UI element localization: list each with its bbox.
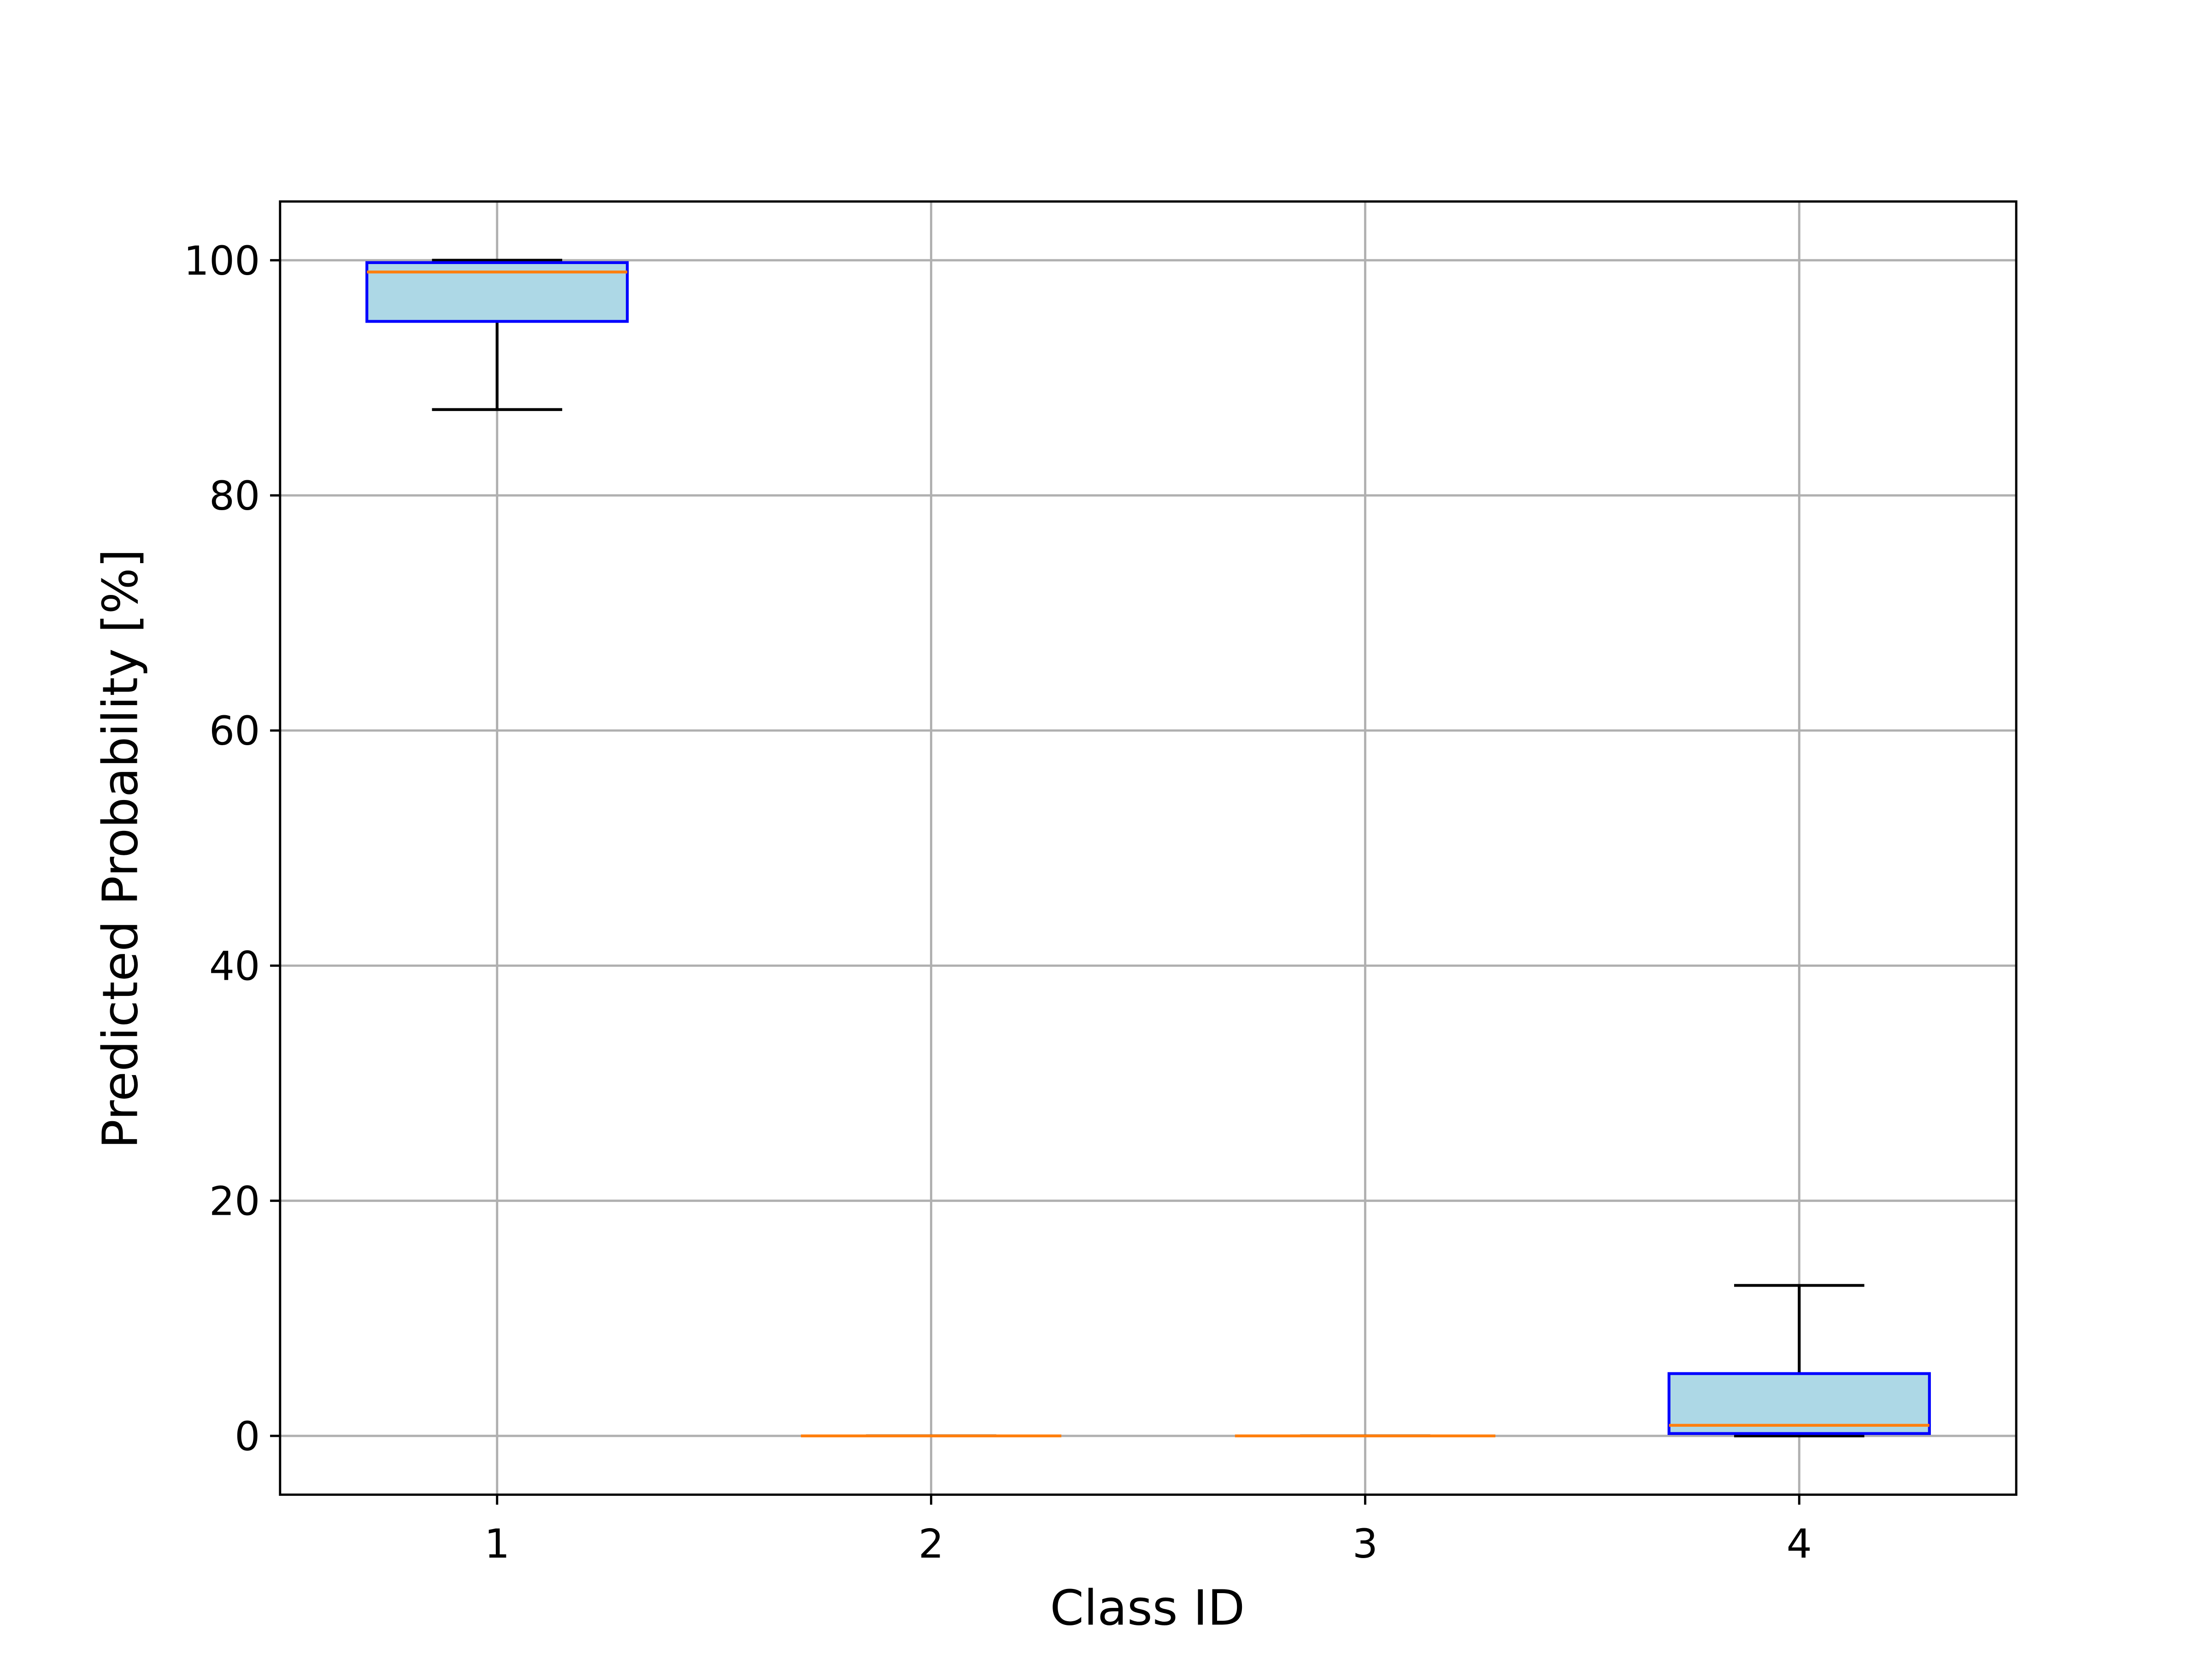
x-axis-label: Class ID bbox=[1050, 1580, 1245, 1636]
y-tick-label: 20 bbox=[209, 1178, 260, 1225]
x-tick-label: 2 bbox=[918, 1521, 944, 1567]
x-tick-label: 4 bbox=[1787, 1521, 1812, 1567]
y-tick-label: 0 bbox=[235, 1413, 260, 1460]
y-tick-label: 40 bbox=[209, 943, 260, 989]
y-tick-label: 60 bbox=[209, 708, 260, 754]
y-tick-label: 80 bbox=[209, 473, 260, 519]
box bbox=[1667, 1372, 1931, 1435]
x-tick-label: 3 bbox=[1353, 1521, 1378, 1567]
y-axis-label: Predicted Probability [%] bbox=[92, 549, 149, 1148]
plot-frame bbox=[279, 200, 2018, 1496]
y-tick-label: 100 bbox=[184, 238, 260, 284]
x-tick-label: 1 bbox=[484, 1521, 510, 1567]
